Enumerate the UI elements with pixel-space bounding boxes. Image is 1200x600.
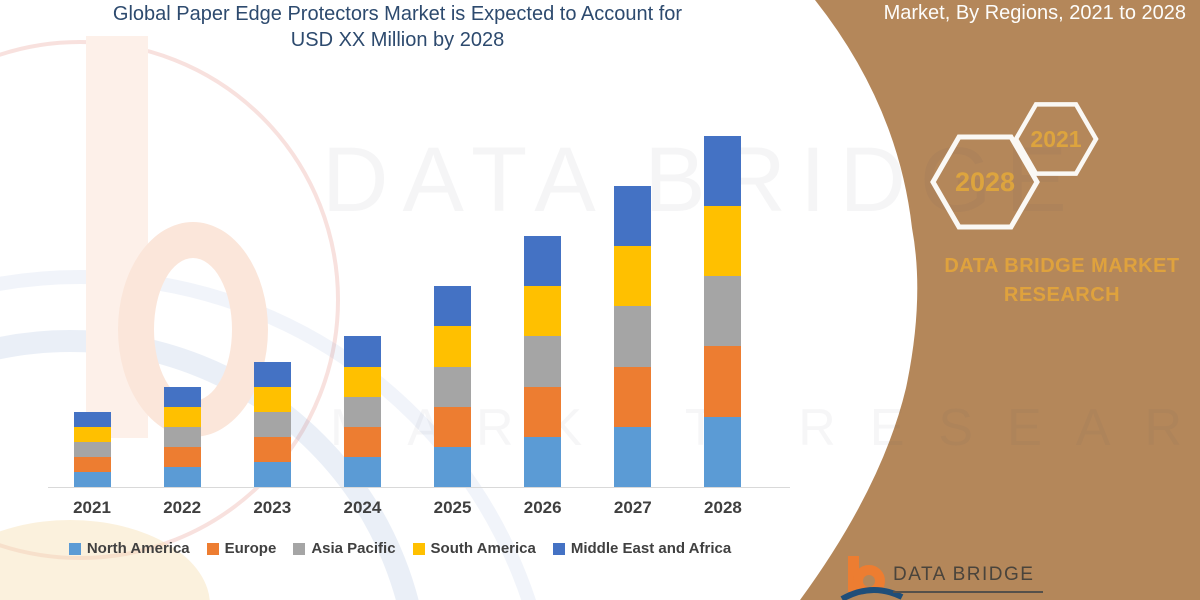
stacked-bar-chart: 2021 2022 2023 2024 2025 2026 2027 2028 North A… xyxy=(35,135,790,557)
x-axis-label-2025: 2025 xyxy=(433,498,472,517)
legend-label: North America xyxy=(86,540,190,557)
bar-segment-south-america-2024 xyxy=(343,366,381,397)
legend-marker-icon xyxy=(552,542,565,555)
bar-segment-south-america-2026 xyxy=(524,286,562,337)
bar-segment-south-america-2023 xyxy=(253,386,291,412)
bar-segment-asia-pacific-2024 xyxy=(343,396,381,427)
x-axis-label-2028: 2028 xyxy=(704,498,742,517)
bar-segment-europe-2026 xyxy=(524,386,562,437)
bar-segment-north-america-2021 xyxy=(73,471,111,487)
legend-marker-icon xyxy=(412,542,425,555)
bar-segment-middle-east-and-africa-2021 xyxy=(73,411,111,427)
bar-segment-south-america-2027 xyxy=(614,246,652,307)
legend-label: Europe xyxy=(224,540,277,557)
bar-segment-north-america-2028 xyxy=(704,416,742,487)
bar-segment-asia-pacific-2023 xyxy=(253,411,291,437)
bar-segment-north-america-2024 xyxy=(343,456,381,487)
bar-segment-middle-east-and-africa-2025 xyxy=(434,286,472,327)
chart-legend: North America Europe Asia Pacific South Ame… xyxy=(35,540,765,557)
hexagon-2021-label: 2021 xyxy=(1030,126,1081,152)
bar-segment-middle-east-and-africa-2026 xyxy=(524,236,562,287)
bar-segment-north-america-2026 xyxy=(524,436,562,487)
bar-segment-north-america-2025 xyxy=(434,446,472,487)
bar-segment-middle-east-and-africa-2023 xyxy=(253,361,291,387)
bar-segment-asia-pacific-2028 xyxy=(704,276,742,347)
bar-segment-asia-pacific-2027 xyxy=(614,306,652,367)
x-axis-label-2027: 2027 xyxy=(613,498,652,517)
bar-segment-south-america-2025 xyxy=(434,326,472,367)
legend-item-asia-pacific: Asia Pacific xyxy=(293,540,396,557)
footer-logo-underline xyxy=(893,591,1043,593)
legend-item-europe: Europe xyxy=(206,540,277,557)
legend-item-north-america: North America xyxy=(68,540,190,557)
legend-label: Middle East and Africa xyxy=(570,540,732,557)
legend-item-middle-east-and-africa: Middle East and Africa xyxy=(552,540,732,557)
hexagon-2021-outline xyxy=(1013,102,1099,176)
bar-segment-middle-east-and-africa-2024 xyxy=(343,336,381,367)
chart-title-line2: USD XX Million by 2028 xyxy=(290,29,505,51)
bar-segment-europe-2028 xyxy=(704,346,742,417)
legend-label: Asia Pacific xyxy=(311,540,396,557)
bar-segment-asia-pacific-2025 xyxy=(434,366,472,407)
chart-title: Global Paper Edge Protectors Market is E… xyxy=(40,1,755,53)
footer-logo: DATA BRIDGE xyxy=(838,554,1138,600)
x-axis-label-2023: 2023 xyxy=(253,498,292,517)
bar-segment-europe-2021 xyxy=(73,456,111,472)
data-bridge-logo-icon xyxy=(840,556,904,600)
legend-marker-icon xyxy=(68,542,81,555)
bar-segment-europe-2024 xyxy=(343,426,381,457)
hexagon-2028-outline xyxy=(930,134,1040,230)
legend-label: South America xyxy=(430,540,536,557)
brand-text: DATA BRIDGE MARKET RESEARCH xyxy=(922,252,1200,310)
legend-marker-icon xyxy=(206,542,219,555)
x-axis-label-2026: 2026 xyxy=(523,498,562,517)
bar-segment-asia-pacific-2022 xyxy=(163,426,201,447)
hexagon-2028-label: 2028 xyxy=(955,167,1015,197)
x-axis-label-2024: 2024 xyxy=(343,498,382,517)
bar-segment-europe-2027 xyxy=(614,366,652,427)
bar-segment-north-america-2027 xyxy=(614,426,652,487)
legend-item-south-america: South America xyxy=(412,540,536,557)
x-axis-line xyxy=(48,487,790,488)
bar-segment-asia-pacific-2021 xyxy=(73,441,111,457)
bar-segment-south-america-2021 xyxy=(73,426,111,442)
panel-heading: Market, By Regions, 2021 to 2028 xyxy=(883,2,1186,24)
watermark-text-data-bridge: DATA BRIDGE xyxy=(322,129,1081,231)
bar-segment-middle-east-and-africa-2022 xyxy=(163,386,201,407)
chart-title-line1: Global Paper Edge Protectors Market is E… xyxy=(112,3,683,25)
year-hexagons: 2021 2028 xyxy=(930,102,1099,230)
x-axis-label-2021: 2021 xyxy=(73,498,111,517)
watermark-text-market-research: MARKET RESEARCH xyxy=(330,399,1200,457)
legend-marker-icon xyxy=(293,542,306,555)
bar-segment-north-america-2023 xyxy=(253,461,291,487)
brand-text-line1: DATA BRIDGE MARKET xyxy=(944,255,1180,277)
footer-logo-text: DATA BRIDGE xyxy=(893,564,1035,585)
bar-segment-middle-east-and-africa-2028 xyxy=(704,135,742,206)
bar-segment-south-america-2028 xyxy=(704,205,742,277)
bar-segment-south-america-2022 xyxy=(163,406,201,427)
brand-text-line2: RESEARCH xyxy=(1003,284,1121,306)
bar-segment-north-america-2022 xyxy=(163,466,201,487)
bar-segment-europe-2025 xyxy=(434,406,472,447)
bar-segment-asia-pacific-2026 xyxy=(524,336,562,387)
bar-segment-europe-2023 xyxy=(253,436,291,462)
bar-segment-europe-2022 xyxy=(163,446,201,467)
x-axis-label-2022: 2022 xyxy=(163,498,202,517)
bar-segment-middle-east-and-africa-2027 xyxy=(614,185,652,247)
